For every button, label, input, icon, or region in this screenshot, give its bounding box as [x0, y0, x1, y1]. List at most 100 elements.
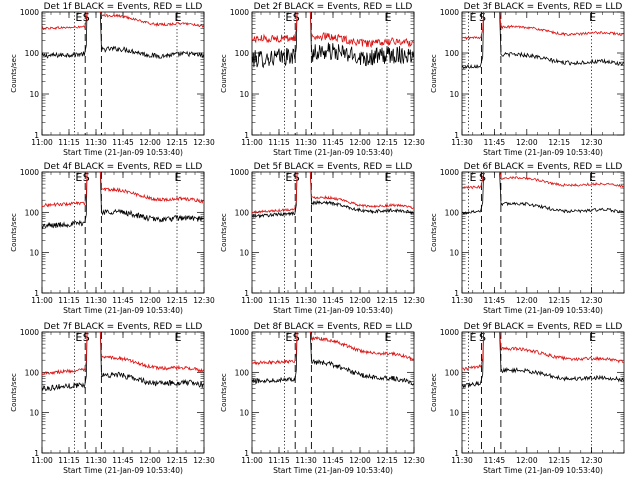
series-line-lld: [251, 331, 298, 366]
marker-letter: S: [83, 331, 90, 344]
y-axis-label: Counts/sec: [10, 54, 18, 93]
marker-letter: E: [385, 171, 392, 184]
y-tick-label: 100: [25, 368, 40, 377]
series-line-lld: [499, 11, 624, 37]
x-tick-label: 12:00: [516, 138, 538, 147]
x-tick-label: 12:15: [166, 456, 188, 465]
marker-letter: E: [285, 171, 292, 184]
marker-letter: E: [75, 331, 82, 344]
x-tick-label: 11:45: [322, 456, 344, 465]
marker-letter: E: [285, 11, 292, 24]
y-axis-label: Counts/sec: [220, 54, 228, 93]
x-axis-label: Start Time (21-Jan-09 10:53:40): [483, 306, 603, 315]
y-tick-label: 1: [454, 131, 459, 140]
x-tick-label: 12:30: [193, 138, 215, 147]
x-tick-label: 12:30: [581, 296, 603, 305]
series-line-events: [499, 11, 624, 66]
marker-letter: E: [75, 171, 82, 184]
series-line-events: [41, 171, 88, 229]
y-tick-label: 10: [449, 90, 459, 99]
y-tick-label: 1: [244, 449, 249, 458]
x-tick-label: 12:30: [581, 138, 603, 147]
x-axis-label: Start Time (21-Jan-09 10:53:40): [63, 466, 183, 475]
y-axis-label: Counts/sec: [220, 373, 228, 412]
x-tick-label: 11:00: [241, 138, 263, 147]
x-tick-label: 12:00: [139, 138, 161, 147]
series-line-lld: [99, 171, 204, 204]
x-tick-label: 11:15: [268, 138, 290, 147]
series-line-lld: [499, 171, 624, 188]
plot-frame: [461, 331, 625, 454]
x-tick-label: 11:15: [268, 456, 290, 465]
x-tick-label: 11:45: [322, 138, 344, 147]
series-line-events: [99, 331, 204, 388]
series-line-events: [309, 171, 414, 215]
y-tick-label: 10: [29, 409, 39, 418]
x-tick-label: 12:30: [403, 296, 425, 305]
marker-letter: S: [479, 11, 486, 24]
plot-frame: [251, 331, 415, 454]
y-tick-label: 1: [34, 449, 39, 458]
x-tick-label: 11:45: [484, 138, 506, 147]
marker-letter: E: [589, 11, 596, 24]
plot-frame: [461, 171, 625, 294]
series-line-events: [41, 11, 88, 59]
plot-panel: Det 8f BLACK = Events, RED = LLD 1 10 100 10…: [220, 322, 425, 475]
plot-panel: Det 6f BLACK = Events, RED = LLD 1 10 100 10…: [430, 162, 625, 315]
plot-frame: [461, 11, 625, 136]
y-tick-label: 1: [34, 131, 39, 140]
y-tick-label: 100: [445, 49, 460, 58]
x-tick-label: 11:45: [112, 296, 134, 305]
marker-letter: E: [589, 171, 596, 184]
y-tick-label: 100: [25, 49, 40, 58]
y-tick-label: 1: [454, 449, 459, 458]
x-tick-label: 12:00: [349, 296, 371, 305]
plot-title: Det 3f BLACK = Events, RED = LLD: [464, 2, 623, 12]
y-tick-label: 10: [29, 249, 39, 258]
series-line-events: [499, 171, 624, 214]
x-tick-label: 12:15: [376, 456, 398, 465]
y-axis-label: Counts/sec: [430, 373, 438, 412]
x-tick-label: 12:00: [139, 296, 161, 305]
x-tick-label: 11:15: [58, 296, 80, 305]
x-tick-label: 11:30: [85, 456, 107, 465]
x-tick-label: 11:45: [322, 296, 344, 305]
series-line-lld: [41, 171, 88, 208]
plot-title: Det 8f BLACK = Events, RED = LLD: [254, 322, 413, 332]
y-tick-label: 10: [239, 249, 249, 258]
x-tick-label: 11:00: [31, 296, 53, 305]
x-tick-label: 11:15: [58, 456, 80, 465]
series-line-events: [99, 171, 204, 223]
series-line-events: [461, 171, 484, 215]
x-tick-label: 12:00: [139, 456, 161, 465]
series-line-lld: [41, 11, 88, 31]
plot-title: Det 2f BLACK = Events, RED = LLD: [254, 2, 413, 12]
x-axis-label: Start Time (21-Jan-09 10:53:40): [63, 306, 183, 315]
x-tick-label: 11:45: [484, 296, 506, 305]
y-tick-label: 1000: [440, 168, 459, 177]
y-tick-label: 1000: [20, 8, 39, 17]
y-tick-label: 10: [29, 90, 39, 99]
series-line-lld: [461, 11, 484, 41]
y-tick-label: 1: [244, 289, 249, 298]
x-tick-label: 12:15: [548, 296, 570, 305]
series-line-lld: [41, 331, 88, 375]
plot-frame: [41, 11, 205, 136]
x-tick-label: 12:15: [548, 138, 570, 147]
y-tick-label: 1000: [20, 168, 39, 177]
marker-letter: S: [83, 171, 90, 184]
y-axis-label: Counts/sec: [430, 54, 438, 93]
marker-letter: E: [469, 171, 476, 184]
y-axis-label: Counts/sec: [10, 373, 18, 412]
x-axis-label: Start Time (21-Jan-09 10:53:40): [483, 466, 603, 475]
x-tick-label: 11:30: [451, 138, 473, 147]
x-tick-label: 11:30: [85, 138, 107, 147]
plot-panel: Det 3f BLACK = Events, RED = LLD 1 10 100 10…: [430, 2, 625, 157]
plot-title: Det 9f BLACK = Events, RED = LLD: [464, 322, 623, 332]
y-tick-label: 1000: [230, 8, 249, 17]
plot-title: Det 4f BLACK = Events, RED = LLD: [44, 162, 203, 172]
x-tick-label: 11:00: [31, 456, 53, 465]
x-tick-label: 11:30: [451, 296, 473, 305]
x-tick-label: 11:30: [295, 296, 317, 305]
